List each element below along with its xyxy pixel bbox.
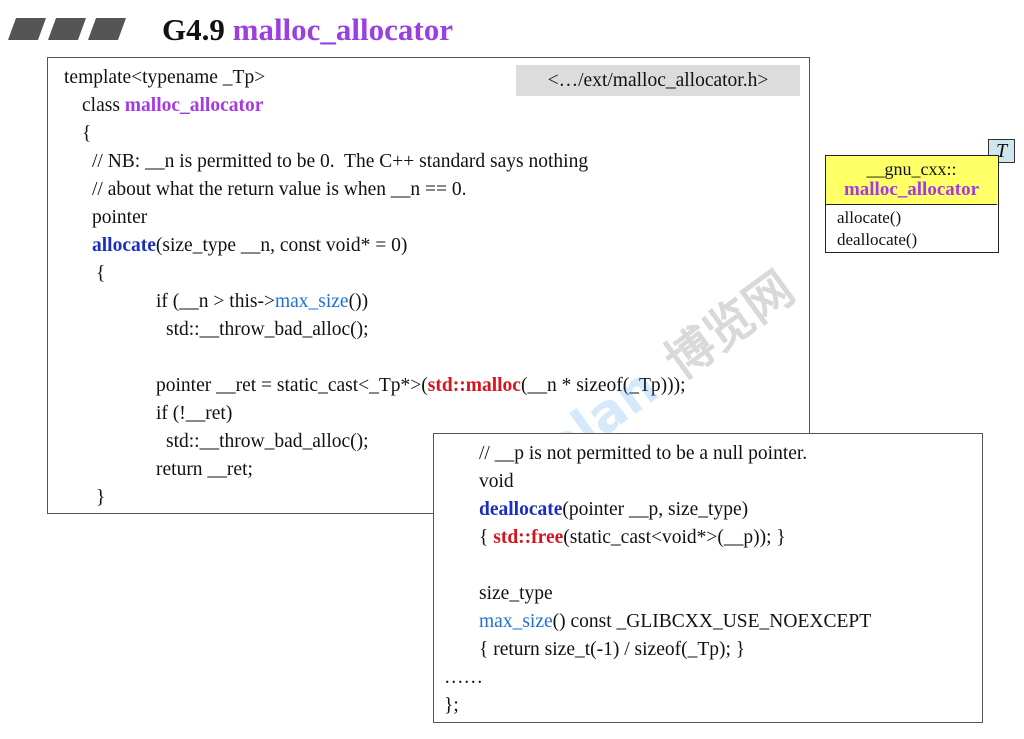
code-line: { return size_t(-1) / sizeof(_Tp); }	[479, 639, 746, 660]
code-comment: // __p is not permitted to be a null poi…	[479, 443, 808, 464]
uml-namespace: __gnu_cxx::	[866, 159, 957, 179]
title-class-name: malloc_allocator	[232, 12, 454, 47]
deallocate-code-box: // __p is not permitted to be a null poi…	[433, 433, 983, 723]
max-size-highlight: max_size	[274, 291, 349, 312]
code-comment: // about what the return value is when _…	[92, 179, 467, 200]
uml-class-header: __gnu_cxx:: malloc_allocator	[826, 156, 997, 205]
code-line: pointer	[92, 207, 148, 228]
malloc-highlight: std::malloc	[427, 375, 521, 396]
slide-title: G4.9 malloc_allocator	[162, 12, 453, 48]
code-comment: // NB: __n is permitted to be 0. The C++…	[92, 151, 589, 172]
allocate-highlight: allocate	[92, 235, 156, 256]
header-file-tag: <…/ext/malloc_allocator.h>	[516, 65, 800, 96]
code-line: { std::free(static_cast<void*>(__p)); }	[479, 527, 786, 548]
code-line: max_size() const _GLIBCXX_USE_NOEXCEPT	[479, 611, 872, 632]
code-ellipsis: ……	[444, 667, 483, 688]
code-line: deallocate(pointer __p, size_type)	[479, 499, 749, 520]
code-line: template<typename _Tp>	[64, 67, 266, 88]
code-line: {	[82, 123, 92, 144]
uml-class-box: __gnu_cxx:: malloc_allocator allocate() …	[825, 155, 999, 253]
free-highlight: std::free	[493, 527, 564, 548]
code-line: pointer __ret = static_cast<_Tp*>(std::m…	[156, 375, 686, 396]
uml-op-allocate: allocate()	[837, 208, 902, 227]
code-line: }	[96, 487, 106, 508]
allocate-code-box: <…/ext/malloc_allocator.h> template<type…	[47, 57, 810, 514]
code-line: if (!__ret)	[156, 403, 233, 424]
title-bars-decoration	[8, 18, 126, 40]
code-line: allocate(size_type __n, const void* = 0)	[92, 235, 408, 256]
code-line: };	[444, 695, 459, 716]
class-name-highlight: malloc_allocator	[124, 95, 264, 116]
max-size-highlight: max_size	[479, 611, 553, 632]
code-line: class malloc_allocator	[82, 95, 264, 116]
code-line: void	[479, 471, 514, 492]
code-line: std::__throw_bad_alloc();	[166, 431, 369, 452]
uml-op-deallocate: deallocate()	[837, 230, 918, 249]
code-line: size_type	[479, 583, 553, 604]
code-line: if (__n > this->max_size())	[156, 291, 369, 312]
deallocate-highlight: deallocate	[479, 499, 563, 520]
uml-class-name: malloc_allocator	[843, 179, 980, 200]
title-prefix: G4.9	[162, 12, 225, 47]
code-line: {	[96, 263, 106, 284]
code-line: std::__throw_bad_alloc();	[166, 319, 369, 340]
code-line: return __ret;	[156, 459, 253, 480]
